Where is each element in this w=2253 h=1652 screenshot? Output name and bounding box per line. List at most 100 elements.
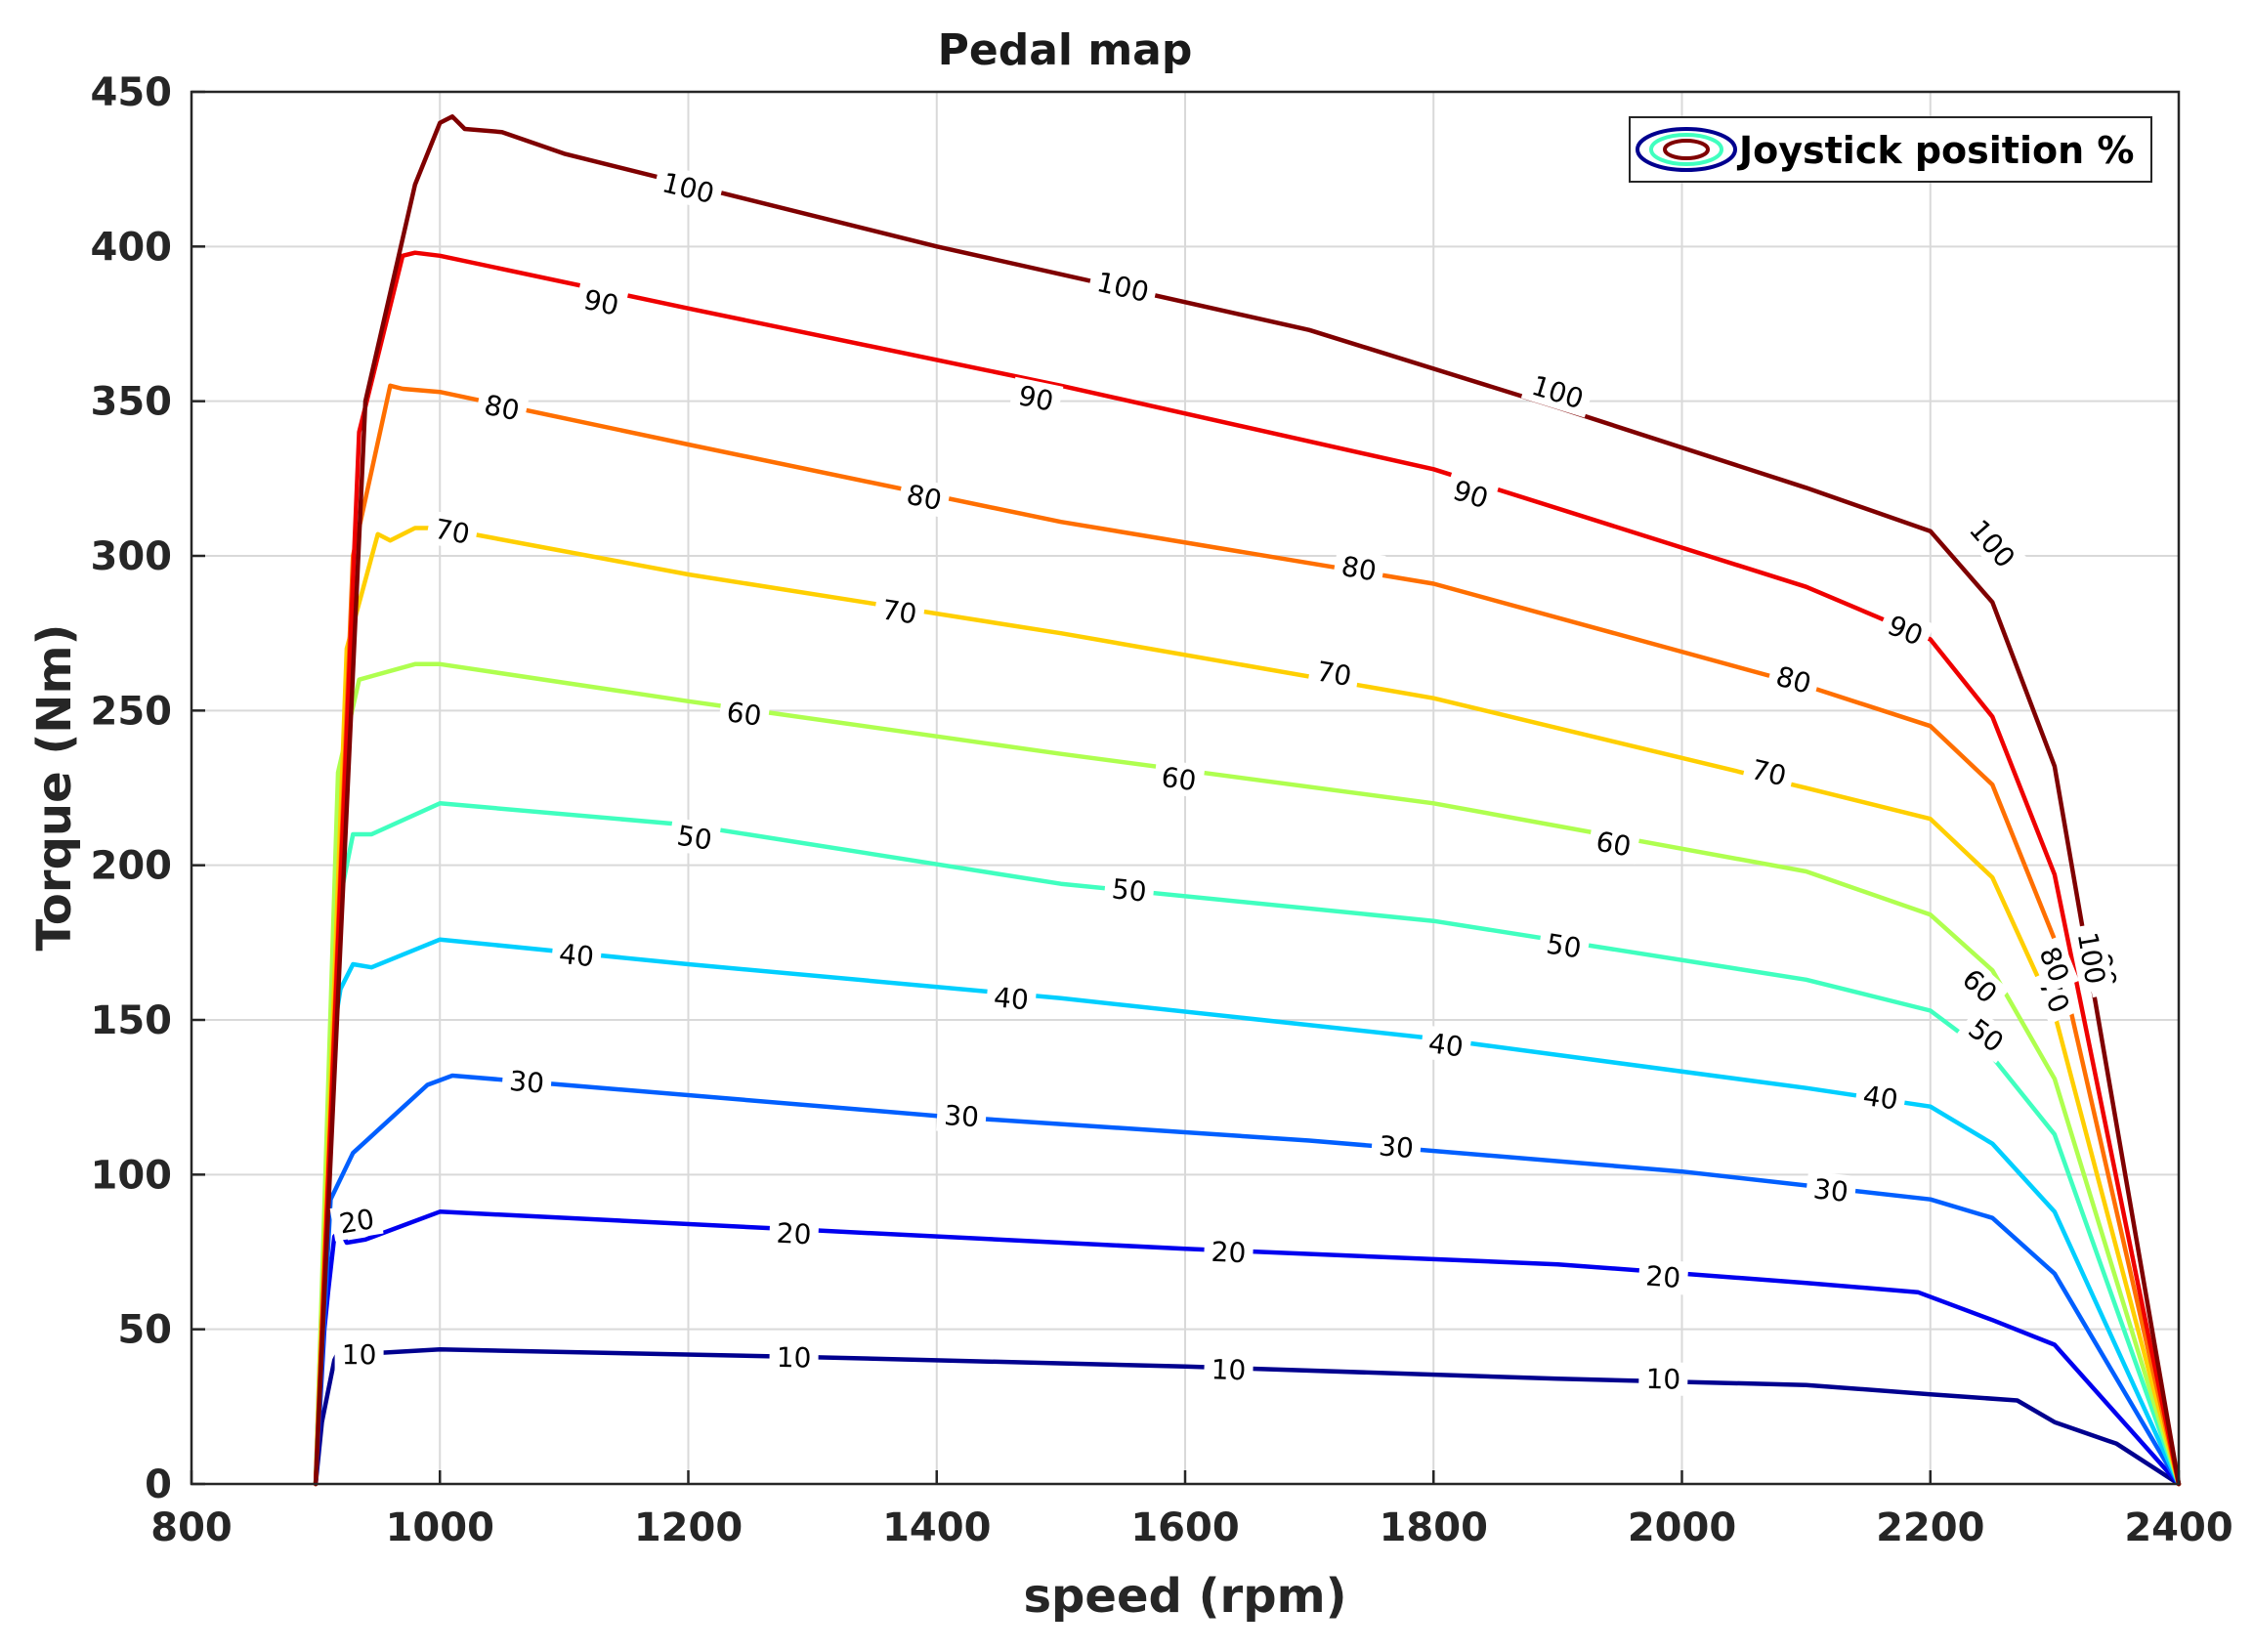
contour-label-80: 80 [474,386,530,429]
contour-label-20: 20 [1203,1234,1254,1270]
contour-label-background [329,1200,384,1242]
contour-label-background [2029,965,2080,1025]
x-tick-label: 2000 [1628,1505,1736,1550]
contour-line-30 [313,1073,2182,1487]
contour-label-20: 20 [768,1215,820,1251]
x-axis-label: speed (rpm) [1023,1569,1346,1624]
contour-label-text: 80 [1339,550,1380,587]
contour-label-text: 30 [1378,1129,1415,1165]
contour-label-text: 30 [1811,1172,1849,1208]
contour-label-text: 60 [1160,761,1199,797]
contour-label-background [1637,1361,1688,1396]
contour-label-background [1370,1127,1423,1165]
contour-label-30: 30 [1370,1127,1423,1165]
contour-label-text: 40 [1426,1027,1466,1063]
contour-label-30: 30 [500,1063,553,1101]
y-axis-ticks: 0 50 100 150 200 250 300 350 400 450 [91,70,205,1507]
contour-label-text: 30 [508,1065,545,1100]
contour-label-background [1442,470,1500,518]
contour-line-90 [313,250,2182,1487]
contour-label-background [1805,1170,1857,1209]
contour-label-text: 40 [558,938,596,973]
x-tick-label: 800 [150,1505,233,1550]
x-tick-label: 1400 [882,1505,991,1550]
contour-line-100 [313,114,2182,1487]
x-tick-label: 2400 [2124,1505,2232,1550]
contour-label-text: 10 [1211,1353,1247,1386]
contour-label-background [1203,1351,1254,1387]
contour-label-background [1637,1257,1689,1295]
contour-label-background [1008,376,1064,420]
contour-label-text: 10 [776,1341,811,1375]
contour-label-70: 70 [425,510,480,553]
contour-label-70: 70 [872,591,926,632]
chart-title: Pedal map [938,25,1193,75]
contour-label-background [1537,925,1592,966]
x-tick-label: 2200 [1876,1505,1984,1550]
contour-label-background [1086,263,1160,311]
contour-label-60: 60 [717,694,771,734]
contour-label-10: 10 [1203,1351,1254,1387]
y-axis-label: Torque (Nm) [27,624,82,952]
contour-label-background [1958,507,2027,580]
contour-label-background [1741,750,1797,795]
contour-label-70: 70 [1741,750,1797,795]
contour-label-background [474,386,530,429]
legend-box [1629,116,2152,183]
y-tick-label: 150 [91,998,173,1043]
contour-label-background [717,694,771,734]
contour-label-background [334,1337,384,1371]
contour-label-text: 90 [1016,379,1057,418]
contour-line-20 [313,1209,2182,1487]
contour-label-background [872,591,926,632]
contour-label-text: 90 [581,283,622,322]
contour-label-text: 70 [432,513,472,551]
y-tick-label: 200 [91,844,173,889]
contour-label-text: 20 [1211,1236,1247,1269]
contour-label-text: 60 [725,696,764,733]
contour-label-80: 80 [2029,935,2079,994]
contour-label-background [652,163,725,212]
contour-label-100: 100 [2069,922,2114,995]
contour-label-background [985,979,1038,1017]
contour-label-90: 90 [574,280,629,324]
contour-label-text: 10 [1645,1363,1680,1396]
contour-label-background [2069,922,2114,995]
contour-label-text: 60 [1594,826,1634,864]
contour-label-background [574,280,629,324]
y-tick-label: 0 [145,1462,172,1507]
contour-label-80: 80 [897,476,952,519]
contour-line-60 [313,661,2182,1487]
contour-label-text: 40 [993,981,1030,1016]
contour-label-70: 70 [1306,653,1362,695]
contour-label-background [1586,823,1641,865]
x-tick-label: 1000 [386,1505,494,1550]
y-tick-label: 450 [91,70,173,115]
legend: Joystick position % [1629,116,2152,183]
contour-label-60: 60 [1152,758,1206,799]
contour-label-background [1203,1234,1254,1270]
contour-label-background [897,476,952,519]
contour-label-50: 50 [667,817,722,858]
x-tick-label: 1800 [1380,1505,1488,1550]
contour-label-text: 50 [675,820,714,857]
contour-label-40: 40 [985,979,1038,1017]
x-tick-label: 1600 [1130,1505,1239,1550]
contour-label-40: 40 [1419,1025,1473,1065]
contour-label-background [1103,870,1156,910]
contour-label-background [1853,1077,1908,1118]
contour-legend-icon [1636,127,1737,172]
contour-line-70 [313,526,2182,1487]
contour-label-text: 50 [1544,927,1583,964]
contour-label-text: 20 [337,1203,377,1240]
legend-label: Joystick position % [1736,129,2134,172]
contour-label-10: 10 [1637,1361,1688,1396]
y-tick-label: 350 [91,380,173,425]
contour-label-10: 10 [334,1337,384,1371]
contour-label-background [1876,605,1934,656]
contour-label-background [667,817,722,858]
contour-label-text: 70 [1314,655,1354,693]
y-tick-label: 300 [91,534,173,579]
y-tick-label: 100 [91,1153,173,1198]
